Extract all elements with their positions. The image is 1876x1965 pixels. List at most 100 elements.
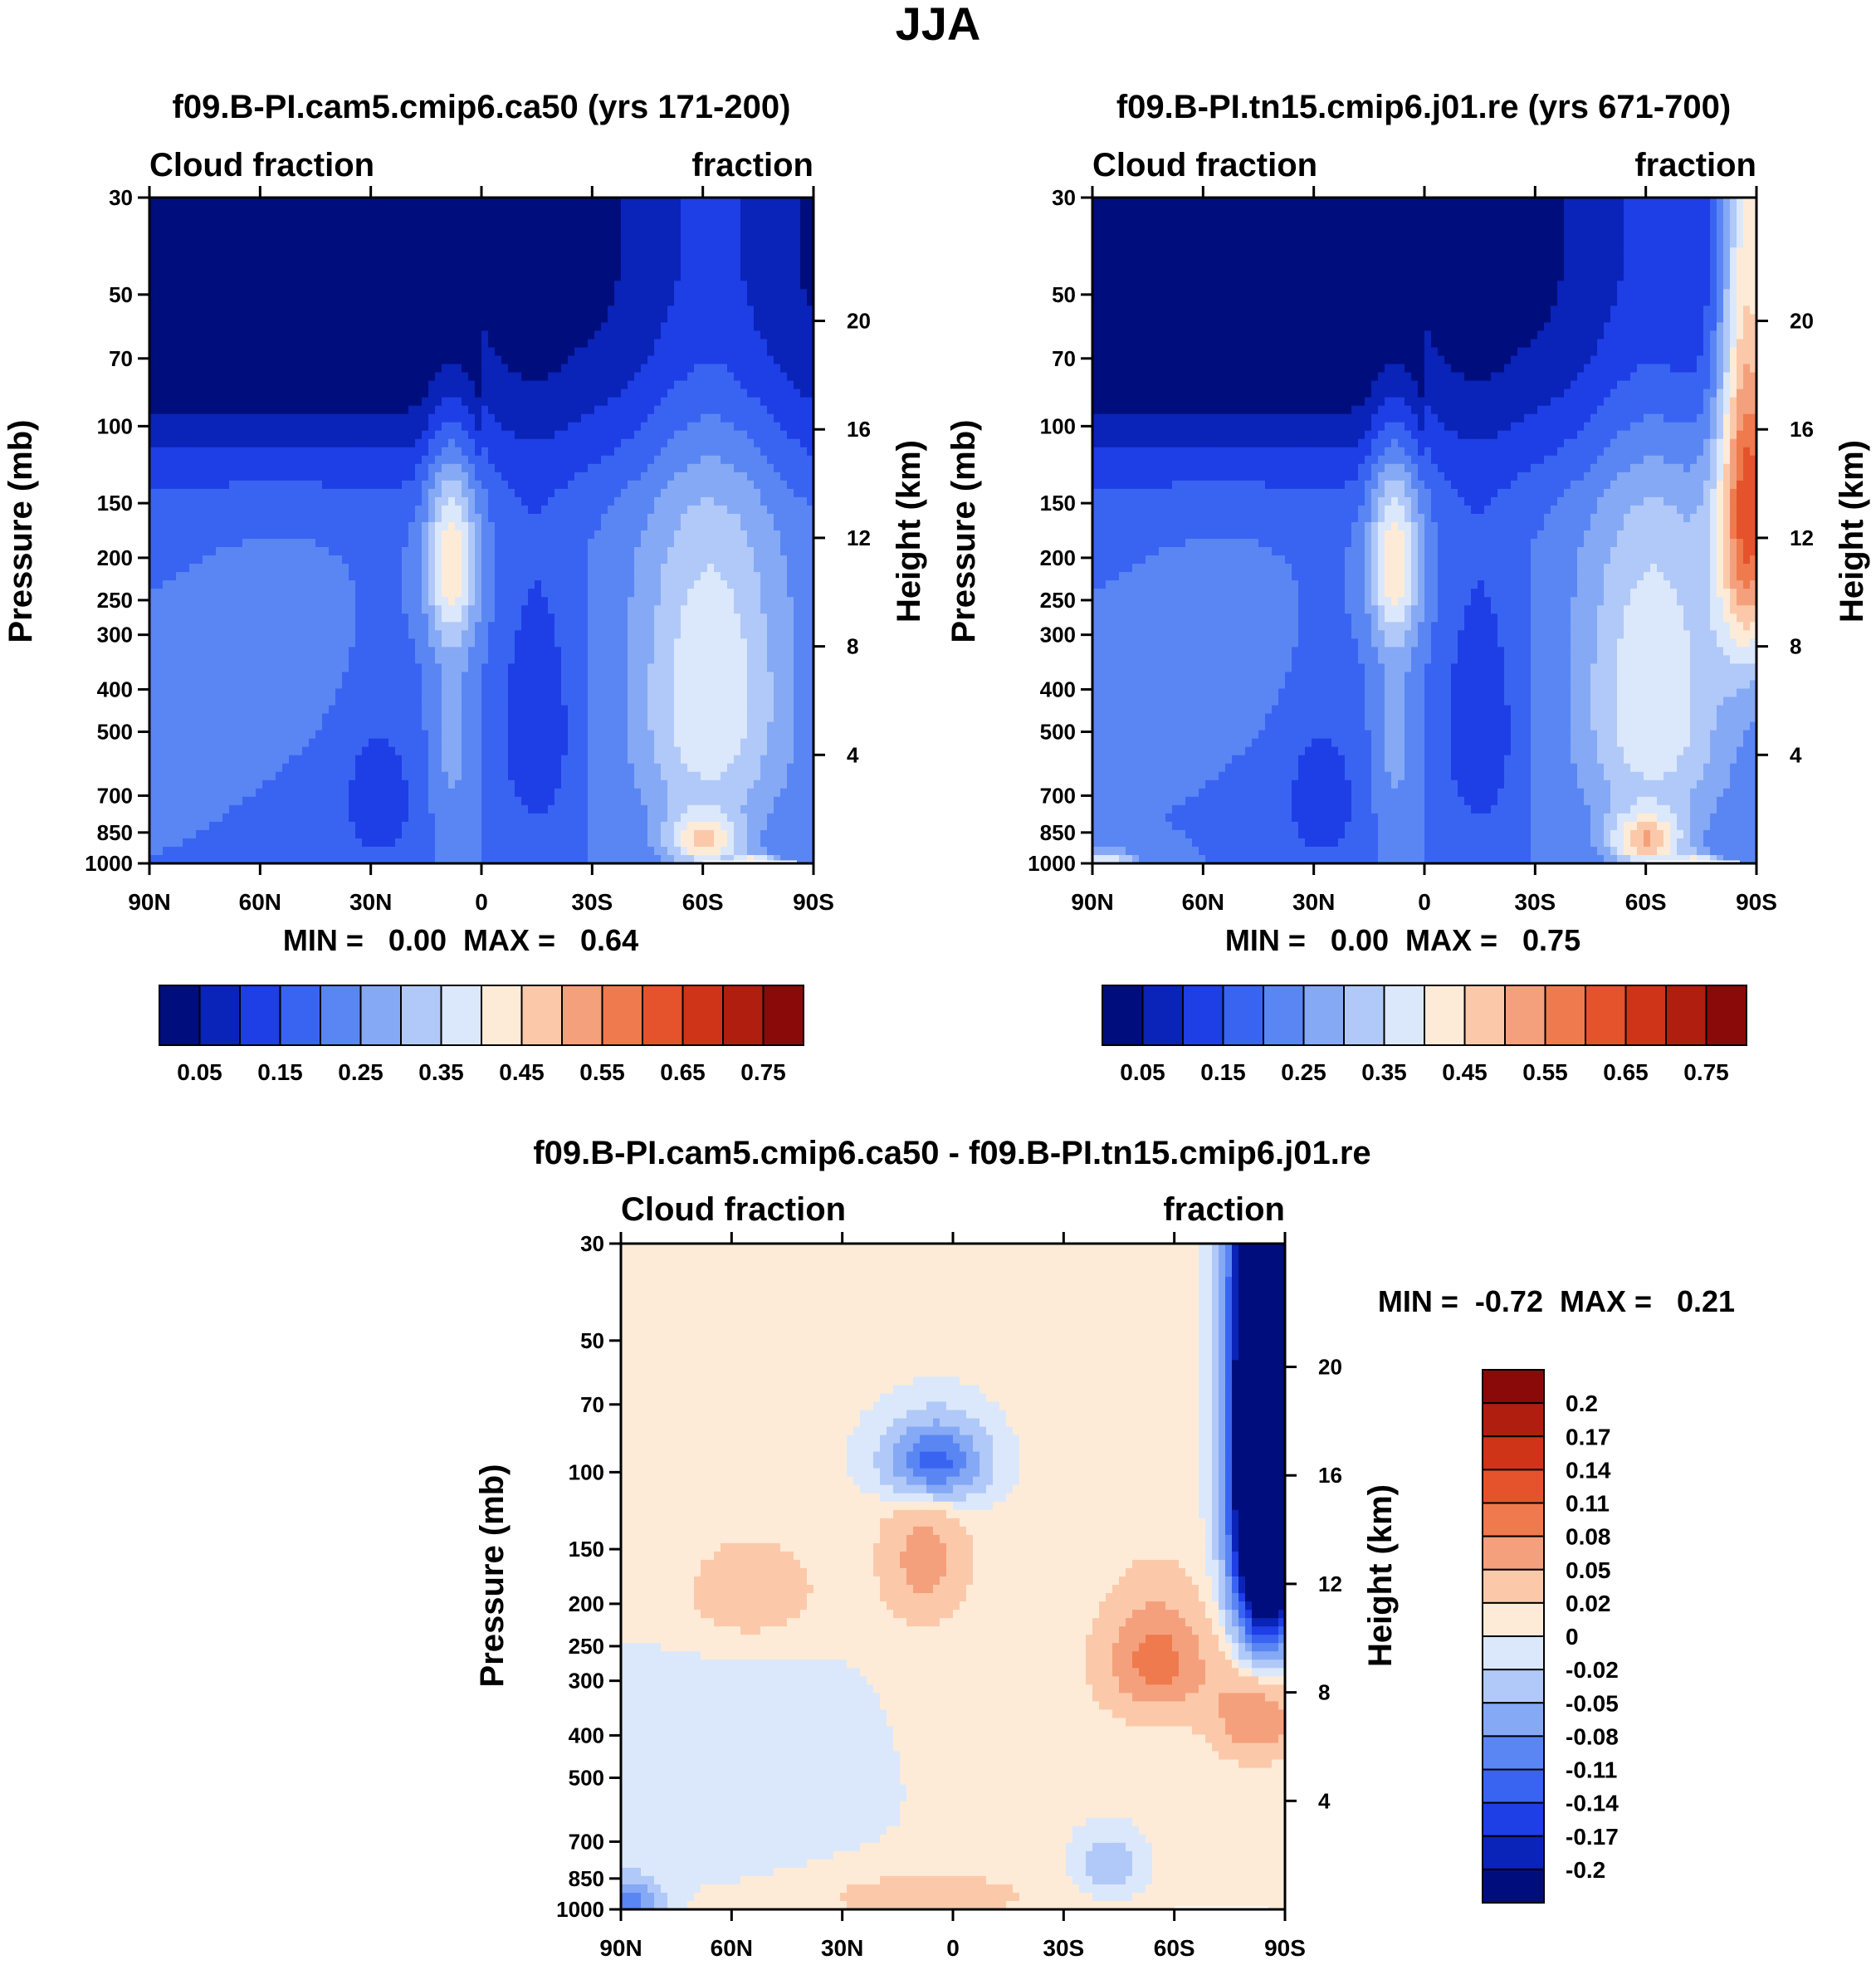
- contour-cell: [408, 247, 416, 257]
- contour-cell: [754, 322, 761, 331]
- contour-cell: [774, 222, 781, 232]
- contour-cell: [216, 198, 223, 207]
- contour-cell: [634, 222, 642, 232]
- contour-cell: [794, 281, 801, 290]
- contour-cell: [767, 297, 774, 306]
- contour-cell: [369, 330, 376, 340]
- contour-cell: [229, 330, 237, 340]
- contour-cell: [548, 198, 555, 207]
- contour-cell: [481, 314, 489, 323]
- contour-cell: [156, 281, 164, 290]
- contour-cell: [701, 206, 708, 215]
- contour-cell: [402, 239, 409, 248]
- contour-cell: [408, 281, 416, 290]
- contour-cell: [554, 314, 562, 323]
- contour-cell: [402, 322, 409, 331]
- contour-cell: [787, 322, 794, 331]
- contour-cell: [448, 281, 456, 290]
- contour-cell: [203, 289, 210, 298]
- contour-cell: [740, 256, 748, 265]
- contour-cell: [462, 264, 469, 273]
- contour-cell: [535, 330, 542, 340]
- contour-cell: [229, 289, 237, 298]
- contour-cell: [634, 297, 642, 306]
- contour-cell: [614, 231, 622, 240]
- contour-cell: [289, 256, 296, 265]
- contour-cell: [481, 214, 489, 223]
- contour-cell: [528, 297, 535, 306]
- contour-cell: [481, 256, 489, 265]
- contour-cell: [535, 306, 542, 315]
- contour-cell: [249, 231, 256, 240]
- contour-cell: [714, 272, 721, 281]
- contour-cell: [309, 256, 316, 265]
- contour-cell: [760, 247, 768, 257]
- contour-cell: [309, 314, 316, 323]
- contour-cell: [634, 264, 642, 273]
- contour-cell: [468, 297, 476, 306]
- contour-cell: [209, 322, 217, 331]
- contour-cell: [362, 297, 369, 306]
- contour-cell: [800, 198, 808, 207]
- contour-cell: [462, 231, 469, 240]
- contour-cell: [734, 206, 741, 215]
- contour-cell: [541, 281, 549, 290]
- contour-cell: [402, 214, 409, 223]
- contour-cell: [302, 239, 310, 248]
- contour-cell: [594, 264, 602, 273]
- contour-cell: [508, 239, 515, 248]
- contour-cell: [508, 198, 515, 207]
- contour-cell: [262, 239, 270, 248]
- contour-cell: [342, 272, 349, 281]
- contour-cell: [661, 330, 668, 340]
- contour-cell: [581, 247, 589, 257]
- contour-cell: [554, 247, 562, 257]
- contour-cell: [302, 322, 310, 331]
- contour-cell: [315, 206, 323, 215]
- contour-cell: [296, 339, 303, 348]
- contour-cell: [428, 264, 436, 273]
- contour-cell: [647, 272, 655, 281]
- contour-cell: [621, 206, 628, 215]
- contour-cell: [296, 297, 303, 306]
- contour-cell: [249, 239, 256, 248]
- contour-cell: [641, 256, 648, 265]
- contour-cell: [767, 322, 774, 331]
- contour-cell: [548, 214, 555, 223]
- contour-cell: [269, 206, 276, 215]
- contour-cell: [634, 214, 642, 223]
- contour-cell: [256, 198, 263, 207]
- contour-cell: [774, 256, 781, 265]
- contour-cell: [734, 256, 741, 265]
- contour-cell: [701, 247, 708, 257]
- contour-cell: [315, 339, 323, 348]
- contour-cell: [216, 222, 223, 232]
- contour-cell: [349, 289, 356, 298]
- contour-cell: [667, 330, 675, 340]
- contour-cell: [727, 239, 735, 248]
- contour-cell: [349, 330, 356, 340]
- contour-cell: [508, 247, 515, 257]
- contour-cell: [614, 330, 622, 340]
- contour-cell: [501, 297, 509, 306]
- contour-cell: [209, 247, 217, 257]
- contour-cell: [169, 330, 177, 340]
- contour-cell: [800, 256, 808, 265]
- contour-cell: [442, 297, 449, 306]
- contour-cell: [342, 314, 349, 323]
- contour-cell: [574, 264, 582, 273]
- contour-cell: [163, 281, 170, 290]
- contour-cell: [554, 306, 562, 315]
- contour-cell: [189, 198, 197, 207]
- contour-cell: [740, 330, 748, 340]
- contour-cell: [614, 256, 622, 265]
- contour-cell: [222, 330, 230, 340]
- contour-cell: [541, 214, 549, 223]
- contour-cell: [169, 322, 177, 331]
- contour-cell: [216, 306, 223, 315]
- contour-cell: [455, 281, 462, 290]
- contour-cell: [641, 206, 648, 215]
- contour-cell: [634, 206, 642, 215]
- contour-cell: [289, 322, 296, 331]
- contour-cell: [415, 198, 423, 207]
